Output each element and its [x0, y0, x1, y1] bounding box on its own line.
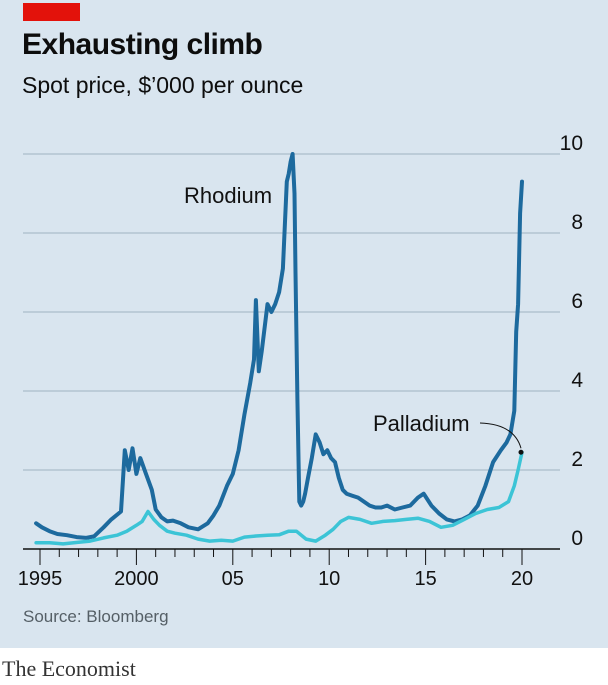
x-axis: 1995 2000 05 10 15 20: [18, 548, 560, 590]
x-tick-label: 20: [511, 568, 533, 590]
palladium-label: Palladium: [373, 411, 470, 436]
y-axis: 0 2 4 6 8 10: [560, 132, 584, 550]
palladium-leader-line: [479, 422, 522, 449]
brand-red-tag: [23, 3, 80, 21]
series-lines: [34, 152, 524, 546]
gridlines: [23, 153, 560, 471]
x-tick-label: 15: [414, 568, 436, 590]
palladium-endpoint-dot: [518, 449, 524, 455]
chart-subtitle: Spot price, $’000 per ounce: [22, 72, 304, 98]
x-tick-label: 2000: [114, 568, 159, 590]
chart-title: Exhausting climb: [22, 28, 263, 61]
series-line-palladium: [34, 450, 524, 546]
y-tick-label: 4: [571, 369, 583, 392]
x-tick-label: 05: [222, 568, 244, 590]
source-note: Source: Bloomberg: [23, 607, 169, 626]
y-tick-label: 6: [571, 290, 583, 313]
y-tick-label: 8: [571, 211, 583, 234]
line-chart: 1995 2000 05 10 15 20 0 2 4 6 8 10 Rhodium Palladiu…: [18, 132, 584, 590]
y-tick-label: 10: [560, 132, 583, 155]
series-line-rhodium: [34, 152, 524, 540]
y-tick-label: 0: [571, 527, 583, 550]
x-tick-label: 10: [318, 568, 340, 590]
series-labels: Rhodium Palladium: [184, 183, 524, 455]
rhodium-label: Rhodium: [184, 183, 272, 208]
x-tick-label: 1995: [18, 568, 63, 590]
y-tick-label: 2: [571, 448, 583, 471]
publisher-logo: The Economist: [2, 656, 136, 681]
